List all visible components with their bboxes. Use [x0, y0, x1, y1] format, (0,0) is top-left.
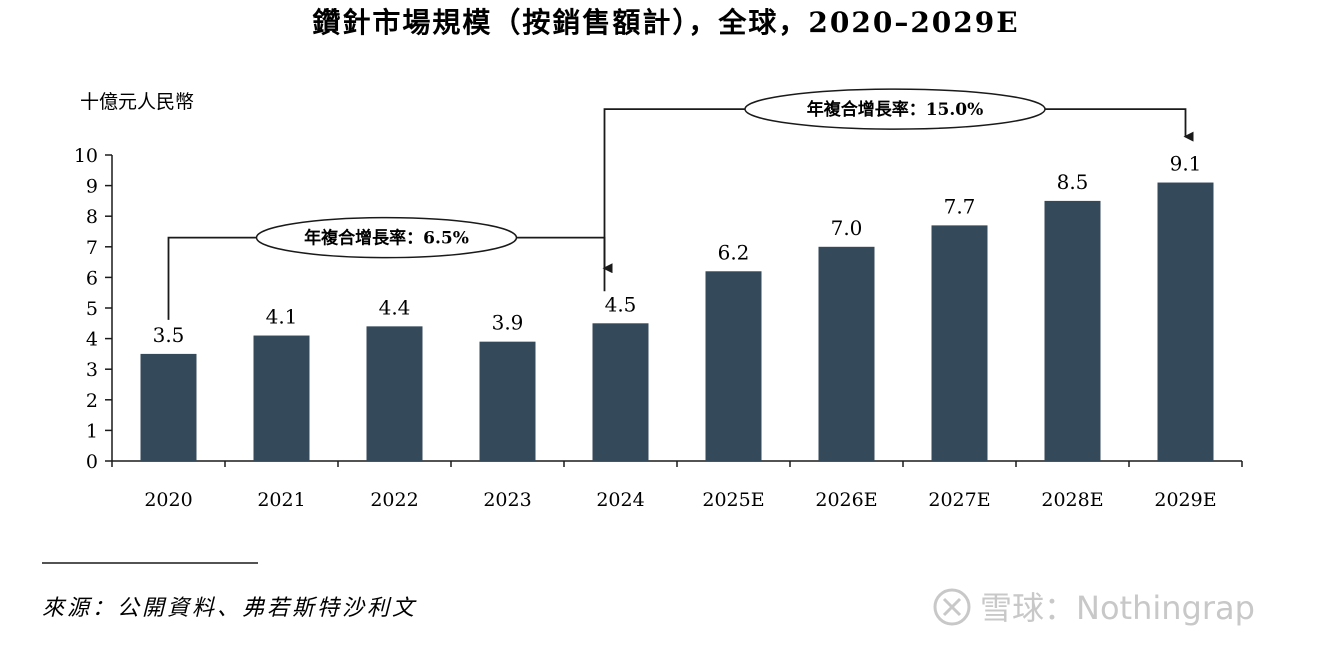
x-tick-label: 2020: [144, 489, 192, 511]
y-tick-label: 5: [86, 298, 98, 320]
bar: [818, 246, 875, 461]
y-tick-label: 0: [86, 451, 98, 473]
bar-value-label: 7.7: [944, 194, 976, 218]
bar: [1157, 182, 1214, 462]
bar: [1044, 200, 1101, 461]
watermark-text: 雪球：Nothingrap: [980, 589, 1255, 627]
x-tick-label: 2028E: [1041, 489, 1103, 511]
cagr-label: 年複合增長率：15.0%: [807, 99, 984, 120]
bar: [366, 326, 423, 461]
y-tick-label: 3: [86, 359, 98, 381]
y-tick-label: 9: [86, 176, 98, 198]
bar: [479, 341, 536, 461]
y-tick-label: 1: [86, 420, 98, 442]
y-tick-label: 10: [74, 145, 98, 167]
bar-value-label: 6.2: [718, 240, 750, 264]
x-tick-label: 2025E: [702, 489, 764, 511]
bar: [931, 225, 988, 461]
y-tick-label: 4: [86, 329, 98, 351]
x-tick-label: 2024: [596, 489, 644, 511]
bar-value-label: 4.5: [605, 292, 637, 316]
cagr-annotation: 年複合增長率：6.5%: [167, 216, 613, 320]
y-tick-label: 6: [86, 267, 98, 289]
bar: [140, 353, 197, 461]
cagr-annotation: 年複合增長率：15.0%: [603, 88, 1194, 292]
bar: [253, 335, 310, 461]
cagr-annotations: 年複合增長率：6.5% 年複合增長率：15.0%: [167, 88, 1194, 320]
bar-value-label: 4.1: [266, 305, 298, 329]
cagr-oval: [255, 216, 518, 259]
bar-value-label: 9.1: [1170, 152, 1202, 176]
y-tick-label: 8: [86, 206, 98, 228]
cagr-oval: [744, 88, 1046, 130]
x-tick-label: 2021: [257, 489, 305, 511]
x-tick-label: 2027E: [928, 489, 990, 511]
snowball-logo-icon: [933, 588, 971, 626]
bar-value-label: 3.9: [492, 311, 524, 335]
x-tick-label: 2022: [370, 489, 418, 511]
x-tick-label: 2026E: [815, 489, 877, 511]
chart-title: 鑽針市場規模（按銷售額計），全球，2020–2029E: [312, 6, 1019, 39]
cagr-label: 年複合增長率：6.5%: [304, 228, 469, 249]
bar: [705, 271, 762, 461]
bars-group: 3.5 2020 4.1 2021 4.4 2022 3.9 2023 4.5 2024 6.2 20…: [140, 152, 1217, 511]
bar-value-label: 8.5: [1057, 170, 1089, 194]
bar-value-label: 4.4: [379, 295, 411, 319]
y-axis-unit-label: 十億元人民幣: [80, 91, 194, 113]
bar-value-label: 3.5: [153, 323, 185, 347]
y-tick-label: 2: [86, 390, 98, 412]
watermark: 雪球：Nothingrap: [933, 588, 1255, 627]
x-tick-label: 2029E: [1154, 489, 1216, 511]
bar-value-label: 7.0: [831, 216, 863, 240]
y-tick-label: 7: [86, 237, 98, 259]
bar: [592, 323, 649, 461]
x-tick-label: 2023: [483, 489, 531, 511]
source-note: 來源：公開資料、弗若斯特沙利文: [42, 596, 417, 621]
